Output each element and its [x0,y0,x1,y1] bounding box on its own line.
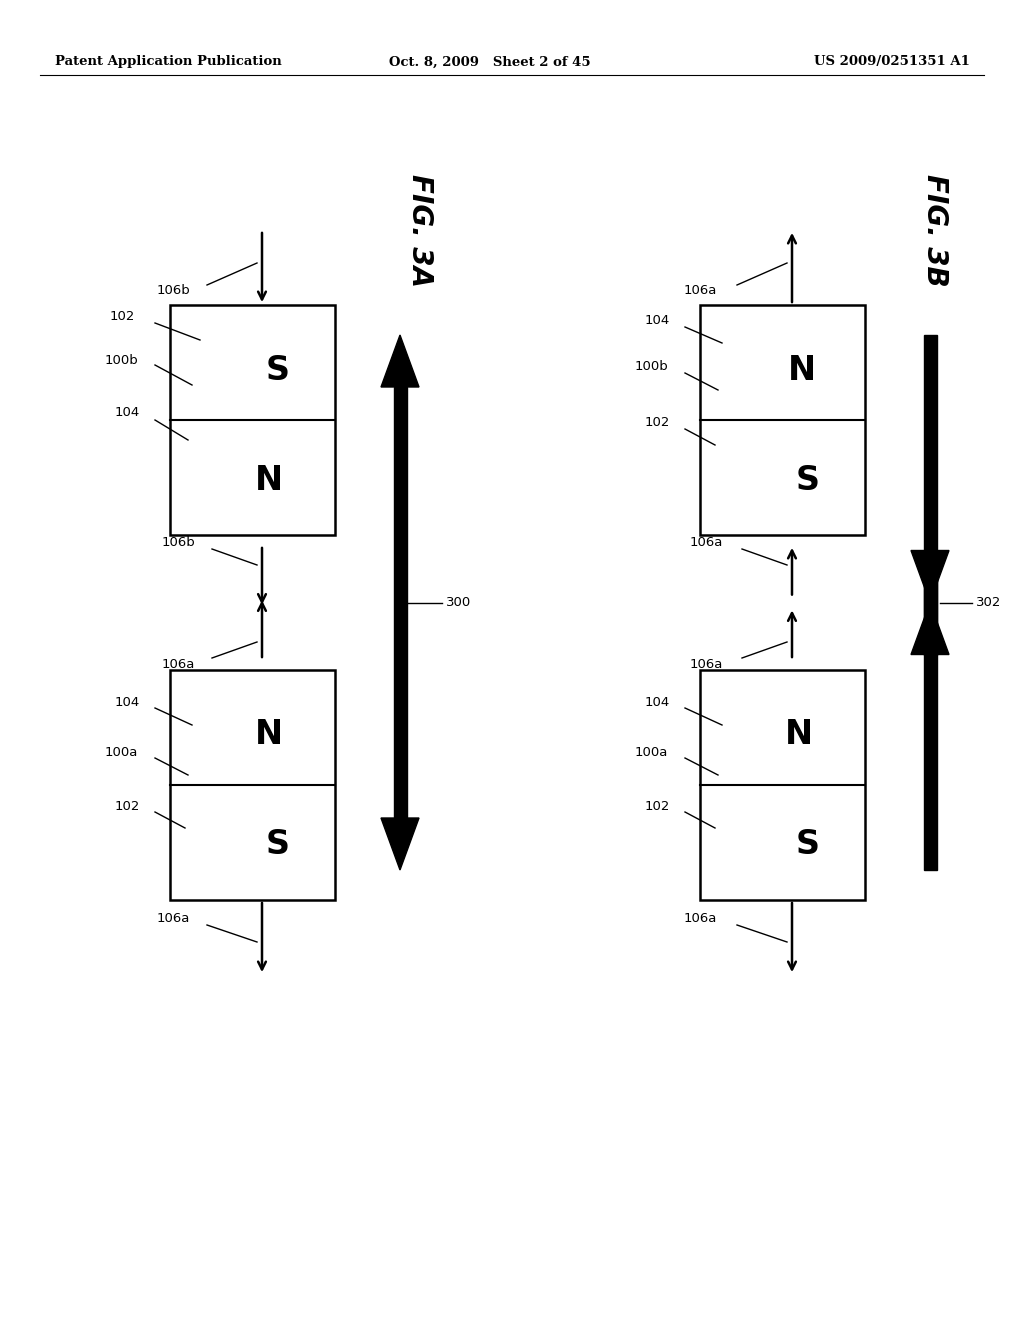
Text: 106a: 106a [690,536,723,549]
Text: 106a: 106a [162,657,196,671]
Text: 100a: 100a [635,746,669,759]
Text: N: N [785,718,813,751]
Polygon shape [381,818,419,870]
Text: 102: 102 [115,800,140,813]
Polygon shape [911,550,949,602]
Text: S: S [796,829,819,862]
Text: Patent Application Publication: Patent Application Publication [55,55,282,69]
Text: 102: 102 [110,310,135,323]
Text: S: S [796,463,819,496]
Text: 104: 104 [115,696,140,709]
Polygon shape [924,550,937,870]
Bar [170,305,335,535]
Text: 102: 102 [645,800,671,813]
Text: N: N [255,718,283,751]
Text: 104: 104 [645,696,671,709]
Polygon shape [381,335,419,387]
Polygon shape [393,387,407,818]
Text: N: N [255,463,283,496]
Text: 302: 302 [976,597,1001,609]
Text: 102: 102 [645,417,671,429]
Text: 106a: 106a [684,912,718,925]
Polygon shape [911,602,949,655]
Text: 100b: 100b [105,354,138,367]
Text: FIG. 3B: FIG. 3B [921,174,949,286]
Text: 106a: 106a [157,912,190,925]
Text: 100b: 100b [635,360,669,374]
Bar [700,671,865,900]
Text: S: S [265,829,289,862]
Text: US 2009/0251351 A1: US 2009/0251351 A1 [814,55,970,69]
Text: Oct. 8, 2009   Sheet 2 of 45: Oct. 8, 2009 Sheet 2 of 45 [389,55,591,69]
Polygon shape [924,335,937,655]
Bar [170,671,335,900]
Text: 100a: 100a [105,746,138,759]
Bar [700,305,865,535]
Text: 106b: 106b [162,536,196,549]
Text: 104: 104 [115,407,140,420]
Text: 106b: 106b [157,284,190,297]
Text: FIG. 3A: FIG. 3A [406,173,434,286]
Text: 106a: 106a [690,657,723,671]
Text: N: N [788,354,816,387]
Text: S: S [265,354,289,387]
Text: 300: 300 [446,597,471,609]
Text: 106a: 106a [684,284,718,297]
Text: 104: 104 [645,314,671,327]
